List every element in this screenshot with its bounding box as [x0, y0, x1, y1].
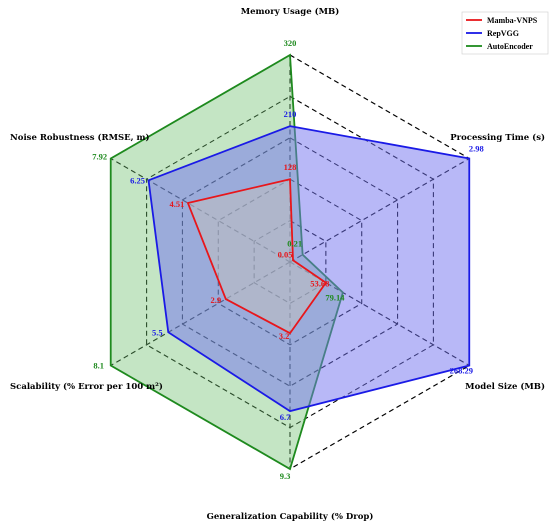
- legend-label-1: RepVGG: [487, 29, 519, 38]
- value-label-autoencoder-1: 0.21: [287, 239, 302, 249]
- legend-label-0: Mamba-VNPS: [487, 16, 538, 25]
- value-label-repvgg-2: 268.29: [450, 366, 473, 376]
- axis-label-0: Memory Usage (MB): [241, 6, 340, 17]
- value-label-autoencoder-4: 8.1: [93, 361, 104, 371]
- value-label-autoencoder-5: 7.92: [92, 152, 107, 162]
- legend: Mamba-VNPS RepVGG AutoEncoder: [461, 11, 549, 55]
- legend-label-2: AutoEncoder: [487, 42, 533, 51]
- value-label-autoencoder-2: 79.14: [325, 293, 345, 303]
- value-label-repvgg-3: 6.7: [280, 412, 291, 422]
- series-area-layer: [109, 53, 471, 471]
- value-label-repvgg-1: 2.98: [469, 144, 484, 154]
- axis-label-layer: Memory Usage (MB) Processing Time (s) Mode…: [10, 6, 545, 522]
- value-label-autoencoder-0: 320: [284, 38, 297, 48]
- value-label-repvgg-0: 210: [284, 109, 297, 119]
- axis-label-2: Model Size (MB): [465, 381, 545, 392]
- axis-label-3: Generalization Capability (% Drop): [207, 511, 374, 522]
- value-label-mamba-vnps-0: 128: [284, 162, 297, 172]
- value-label-mamba-vnps-5: 4.51: [169, 199, 184, 209]
- value-label-repvgg-5: 6.25: [130, 175, 145, 185]
- axis-label-5: Noise Robustness (RMSE, m): [10, 132, 150, 143]
- axis-label-1: Processing Time (s): [450, 132, 545, 143]
- value-label-repvgg-4: 5.5: [152, 327, 163, 337]
- series-area-mamba-vnps: [186, 178, 328, 335]
- value-label-mamba-vnps-4: 2.9: [211, 295, 222, 305]
- value-label-autoencoder-3: 9.3: [280, 471, 291, 481]
- value-label-layer: 128 0.05 53.68 3.2 2.9 4.51 210 2.98 268.29 6.7 5.…: [92, 38, 483, 481]
- value-label-mamba-vnps-1: 0.05: [278, 249, 293, 259]
- value-label-mamba-vnps-3: 3.2: [279, 331, 290, 341]
- value-label-mamba-vnps-2: 53.68: [310, 279, 329, 289]
- axis-label-4: Scalability (% Error per 100 m²): [10, 381, 163, 392]
